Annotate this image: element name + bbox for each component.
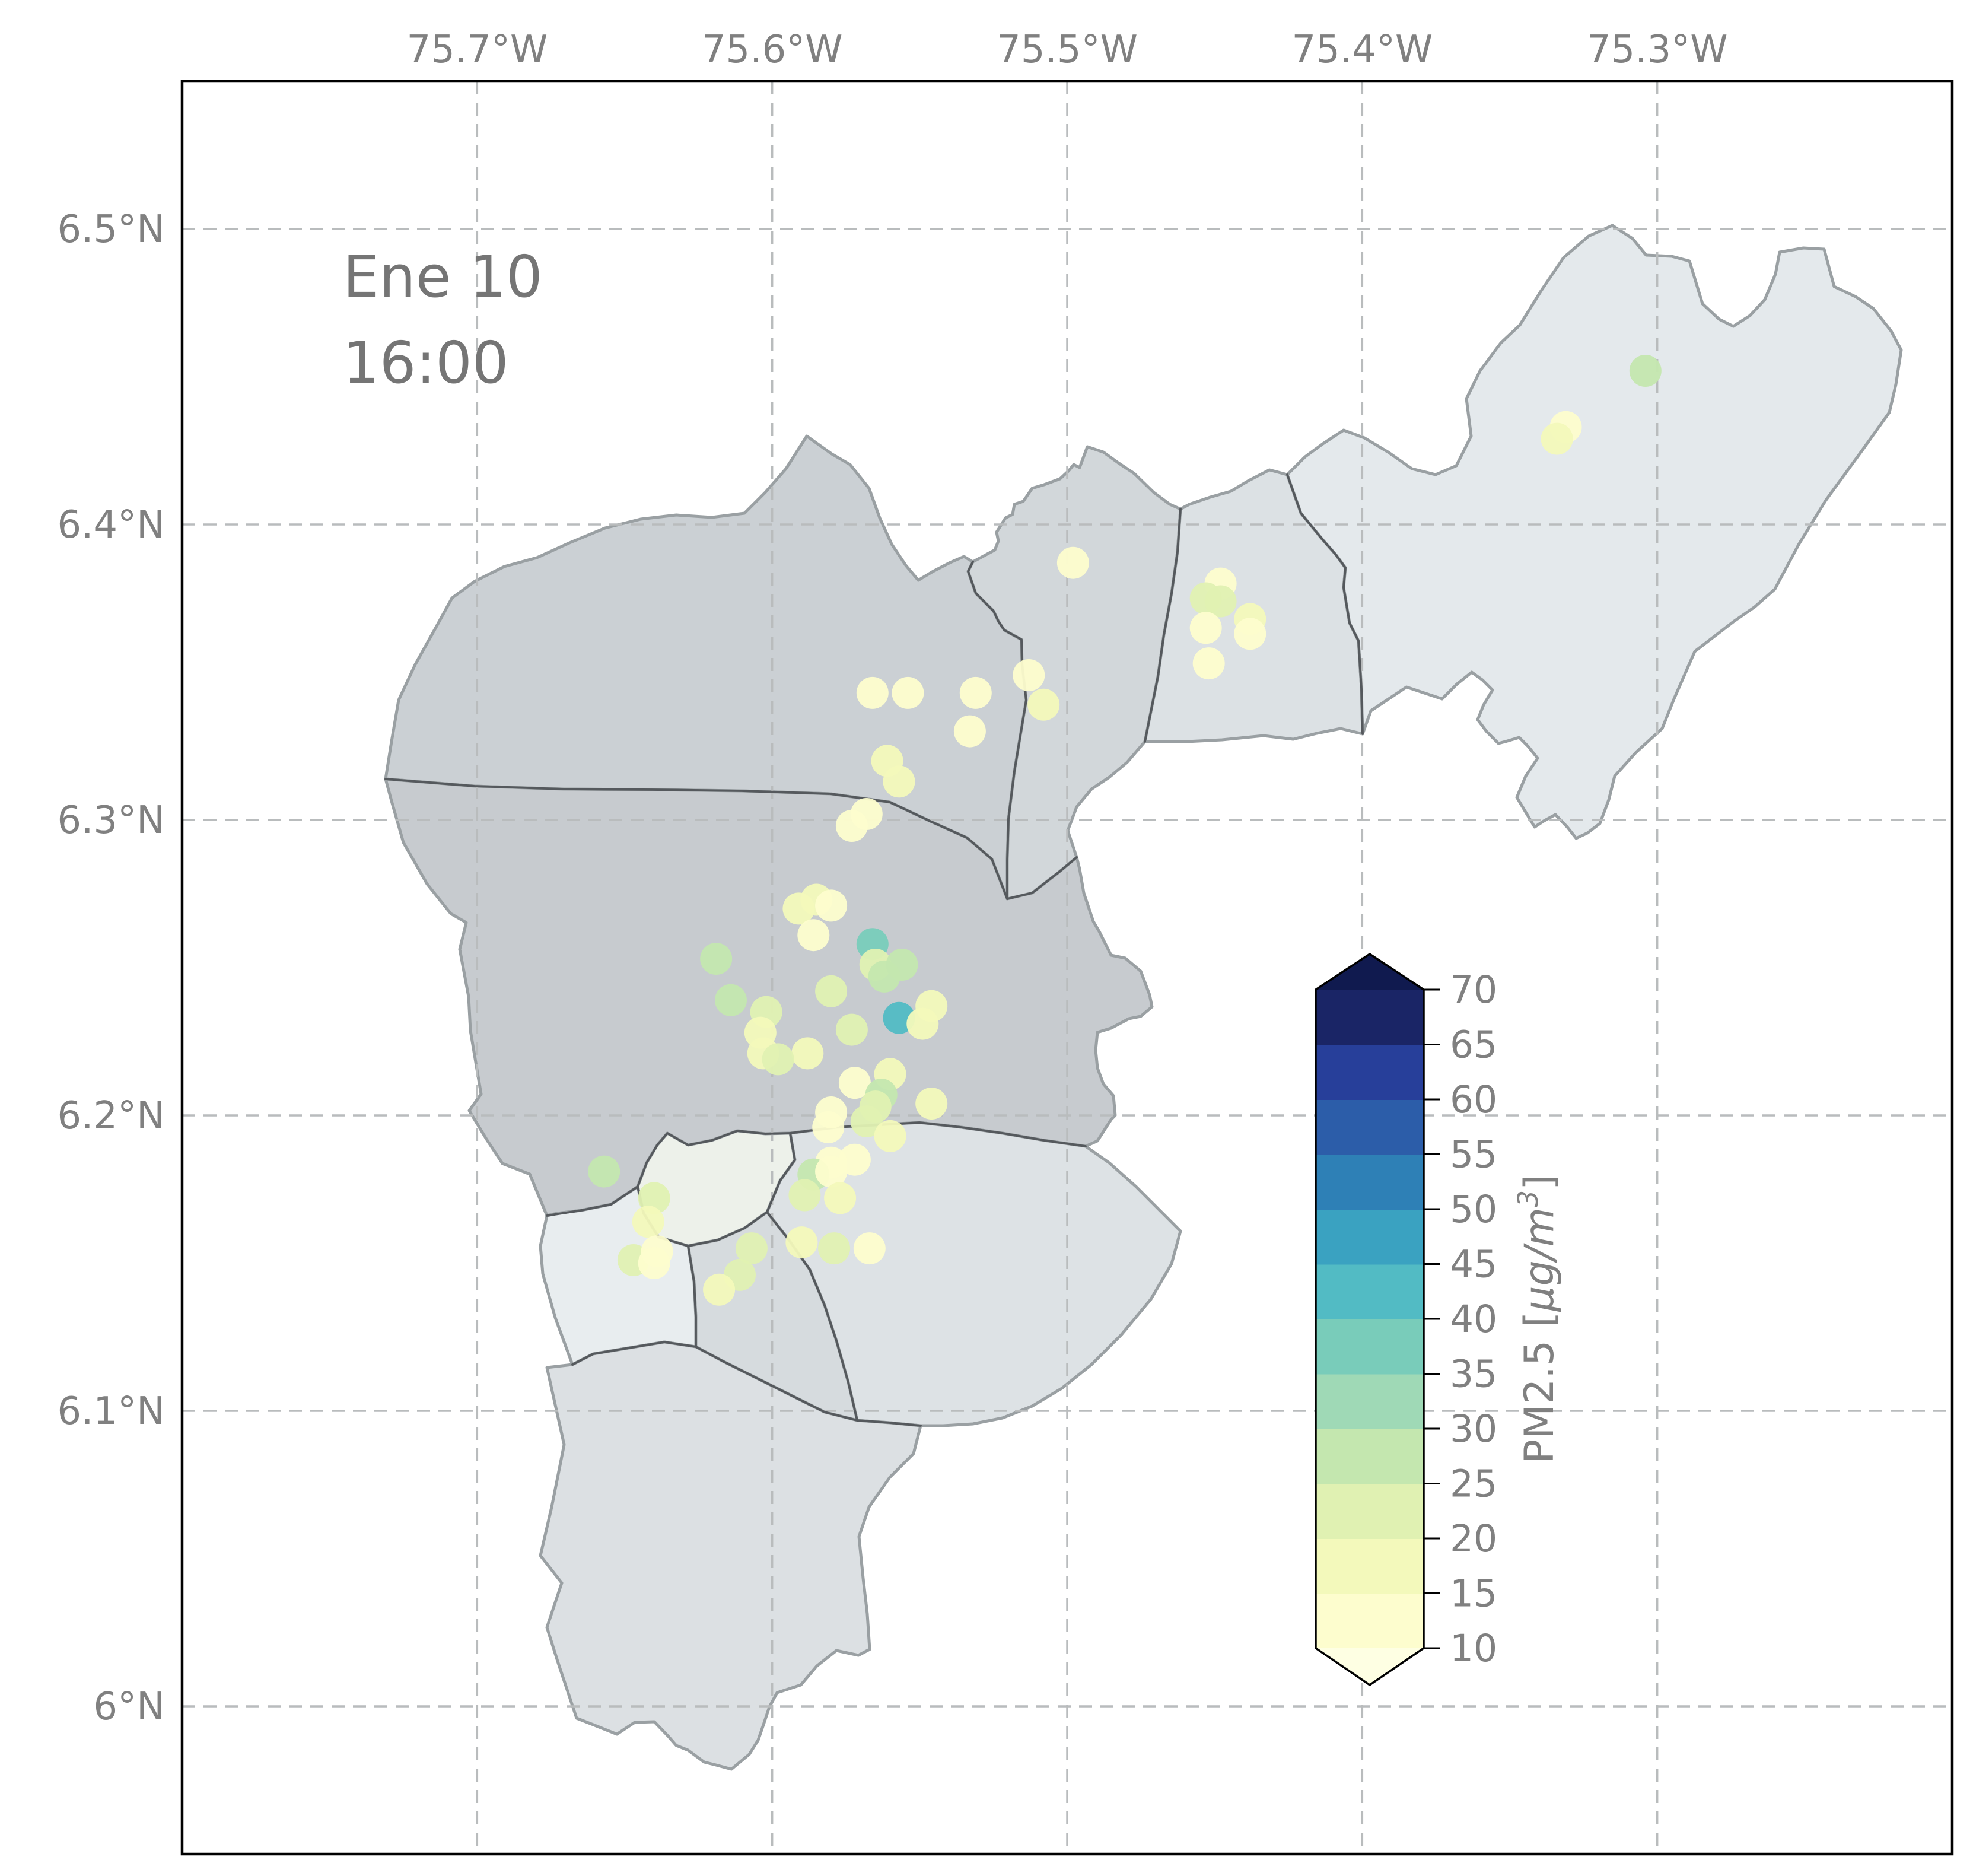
colorbar-segment — [1316, 1264, 1424, 1319]
latitude-tick-label: 6°N — [93, 1685, 165, 1729]
colorbar-tick-label: 65 — [1450, 1023, 1497, 1067]
station-dot — [856, 676, 889, 709]
latitude-tick-label: 6.5°N — [57, 208, 165, 252]
colorbar-segment — [1316, 1044, 1424, 1100]
station-dots — [588, 355, 1662, 1306]
station-dot — [874, 1120, 906, 1152]
latitude-tick-label: 6.1°N — [57, 1389, 165, 1433]
latitude-tick-label: 6.2°N — [57, 1094, 165, 1138]
latitude-tick-labels: 6.5°N 6.4°N 6.3°N 6.2°N 6.1°N 6°N — [57, 208, 165, 1729]
station-dot — [762, 1043, 794, 1076]
station-dot — [1189, 612, 1222, 644]
colorbar-segment — [1316, 990, 1424, 1045]
colorbar-segment — [1316, 1538, 1424, 1594]
station-dot — [835, 810, 868, 842]
station-dot — [735, 1232, 768, 1265]
station-dot — [953, 715, 986, 748]
station-dot — [892, 676, 924, 709]
colorbar-segment — [1316, 1373, 1424, 1429]
station-dot — [850, 1105, 883, 1137]
station-dot — [812, 1111, 845, 1143]
colorbar-segment — [1316, 1099, 1424, 1155]
colorbar-tick-label: 25 — [1450, 1462, 1497, 1506]
time-annotation: 16:00 — [343, 329, 509, 396]
station-dot — [1192, 647, 1225, 680]
station-dot — [1629, 355, 1662, 387]
municipality-polygon — [1285, 224, 1903, 840]
plot-frame — [180, 80, 1954, 1856]
station-dot — [1204, 585, 1237, 618]
station-dot — [788, 1179, 821, 1212]
longitude-tick-label: 75.4°W — [1291, 28, 1433, 72]
colorbar-segment — [1316, 1319, 1424, 1375]
colorbar-tick-label: 35 — [1450, 1353, 1497, 1396]
longitude-tick-label: 75.3°W — [1587, 28, 1728, 72]
station-dot — [703, 1273, 736, 1306]
colorbar-under-arrow — [1316, 1648, 1424, 1685]
colorbar-title: PM2.5 [μg/m3] — [1512, 1174, 1563, 1463]
station-dot — [797, 919, 830, 952]
colorbar-tick-label: 70 — [1450, 968, 1497, 1012]
station-dot — [824, 1182, 857, 1214]
longitude-tick-label: 75.6°W — [702, 28, 843, 72]
station-dot — [1541, 422, 1573, 455]
station-dot — [959, 676, 992, 709]
colorbar-tick-label: 20 — [1450, 1517, 1497, 1560]
station-dot — [838, 1067, 871, 1099]
station-dot — [791, 1037, 824, 1070]
latitude-tick-label: 6.4°N — [57, 503, 165, 547]
station-dot — [853, 1232, 886, 1265]
station-dot — [632, 1206, 664, 1238]
station-dot — [883, 765, 915, 798]
station-dot — [838, 1143, 871, 1176]
municipality-layer — [384, 224, 1903, 1771]
colorbar-segment — [1316, 1154, 1424, 1210]
station-dot — [868, 960, 900, 993]
station-dot — [906, 1007, 939, 1040]
latitude-tick-label: 6.3°N — [57, 799, 165, 842]
station-dot — [818, 1232, 851, 1265]
station-dot — [715, 984, 747, 1016]
station-dot — [1056, 546, 1089, 579]
station-dot — [815, 975, 848, 1007]
station-dot — [1234, 618, 1266, 650]
colorbar-segment — [1316, 1593, 1424, 1649]
station-dot — [785, 1226, 818, 1259]
pm25-colorbar: 10 15 20 25 30 35 40 45 50 55 60 65 70 PM2.5 [μg/m3] — [1315, 952, 1563, 1687]
station-dot — [782, 892, 815, 925]
colorbar-tick-label: 60 — [1450, 1078, 1497, 1121]
station-dot — [815, 889, 848, 922]
station-dot — [700, 943, 733, 975]
colorbar-over-arrow — [1316, 954, 1424, 990]
station-dot — [815, 1155, 848, 1188]
colorbar-tick-label: 45 — [1450, 1243, 1497, 1286]
colorbar-tick-label: 10 — [1450, 1627, 1497, 1670]
station-dot — [835, 1013, 868, 1046]
station-dot — [588, 1155, 620, 1188]
station-dot — [638, 1247, 670, 1279]
longitude-tick-labels: 75.7°W 75.6°W 75.5°W 75.4°W 75.3°W — [406, 28, 1727, 72]
colorbar-tick-label: 30 — [1450, 1407, 1497, 1451]
colorbar-tick-label: 50 — [1450, 1188, 1497, 1231]
colorbar-tick-label: 40 — [1450, 1298, 1497, 1341]
longitude-tick-label: 75.7°W — [406, 28, 548, 72]
colorbar-segment — [1316, 1483, 1424, 1539]
longitude-tick-label: 75.5°W — [997, 28, 1138, 72]
colorbar-segment — [1316, 1209, 1424, 1265]
station-dot — [915, 1088, 948, 1120]
colorbar-segment — [1316, 1429, 1424, 1484]
station-dot — [1027, 688, 1060, 721]
station-dot — [1013, 659, 1045, 691]
date-annotation: Ene 10 — [343, 243, 543, 310]
colorbar-tick-label: 55 — [1450, 1133, 1497, 1177]
colorbar-tick-label: 15 — [1450, 1572, 1497, 1616]
